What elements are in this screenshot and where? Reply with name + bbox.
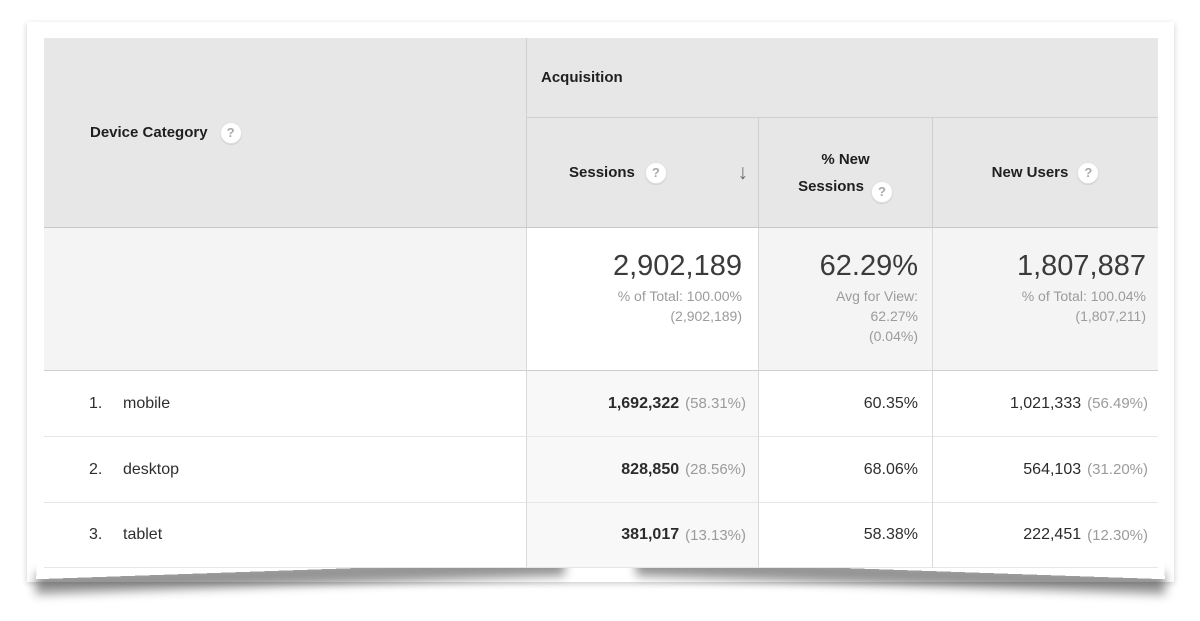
new-sessions-cell: 58.38% — [758, 503, 932, 568]
dimension-header-label: Device Category — [90, 124, 208, 141]
new-users-percent: (56.49%) — [1087, 395, 1148, 412]
new-sessions-cell: 60.35% — [758, 371, 932, 437]
sessions-percent: (28.56%) — [685, 461, 746, 478]
metric-group-label: Acquisition — [541, 69, 623, 86]
column-header-sessions[interactable]: Sessions ? ↓ — [526, 118, 758, 228]
summary-sessions-cell: 2,902,189 % of Total: 100.00% (2,902,189… — [526, 228, 758, 371]
new-users-total: 1,807,887 — [1016, 250, 1146, 282]
help-icon[interactable]: ? — [644, 161, 667, 184]
new-users-value: 222,451 — [1023, 526, 1082, 543]
device-name-link[interactable]: desktop — [123, 460, 180, 478]
dimension-column-header[interactable]: Device Category ? — [44, 38, 526, 228]
device-name-link[interactable]: mobile — [123, 394, 171, 412]
row-rank: 2. — [89, 460, 103, 478]
sessions-value: 381,017 — [621, 526, 680, 543]
sessions-percent: (58.31%) — [685, 395, 746, 412]
device-name-link[interactable]: tablet — [123, 526, 163, 543]
summary-dimension-cell — [44, 228, 526, 371]
column-header-new-sessions[interactable]: % New Sessions? — [758, 118, 932, 228]
new-users-total-subtext: % of Total: 100.04% (1,807,211) — [1021, 288, 1146, 324]
sessions-header-label: Sessions — [569, 164, 635, 181]
new-sessions-value: 68.06% — [863, 460, 918, 478]
column-header-new-users[interactable]: New Users ? — [932, 118, 1158, 228]
sessions-total-subtext: % of Total: 100.00% (2,902,189) — [617, 288, 742, 324]
sessions-cell: 828,850 (28.56%) — [526, 437, 758, 503]
report-card: Device Category ? Acquisition Sessions ?… — [27, 22, 1174, 582]
table-row-device-cell: 2. desktop — [44, 437, 526, 503]
new-users-cell: 564,103 (31.20%) — [932, 437, 1158, 503]
sessions-total: 2,902,189 — [612, 250, 742, 282]
new-sessions-avg: 62.29% — [819, 250, 918, 282]
new-sessions-cell: 68.06% — [758, 437, 932, 503]
summary-new-sessions-cell: 62.29% Avg for View: 62.27% (0.04%) — [758, 228, 932, 371]
sessions-value: 1,692,322 — [607, 394, 680, 412]
row-rank: 1. — [89, 394, 103, 412]
sort-descending-icon[interactable]: ↓ — [737, 161, 749, 184]
sessions-cell: 381,017 (13.13%) — [526, 503, 758, 568]
metric-group-header: Acquisition — [526, 38, 1158, 118]
new-users-cell: 1,021,333 (56.49%) — [932, 371, 1158, 437]
help-icon[interactable]: ? — [219, 121, 242, 144]
summary-new-users-cell: 1,807,887 % of Total: 100.04% (1,807,211… — [932, 228, 1158, 371]
new-users-value: 1,021,333 — [1009, 394, 1082, 412]
device-category-table: Device Category ? Acquisition Sessions ?… — [44, 38, 1158, 568]
new-users-header-label: New Users — [991, 164, 1069, 181]
new-sessions-value: 58.38% — [863, 526, 918, 543]
sessions-cell: 1,692,322 (58.31%) — [526, 371, 758, 437]
new-sessions-avg-subtext: Avg for View: 62.27% (0.04%) — [836, 288, 918, 344]
table-row-device-cell: 3. tablet — [44, 503, 526, 568]
new-users-cell: 222,451 (12.30%) — [932, 503, 1158, 568]
help-icon[interactable]: ? — [870, 180, 893, 203]
row-rank: 3. — [89, 526, 103, 543]
help-icon[interactable]: ? — [1077, 161, 1100, 184]
new-users-value: 564,103 — [1023, 460, 1082, 478]
new-sessions-header-label: % New Sessions? — [798, 146, 893, 203]
sessions-value: 828,850 — [621, 460, 680, 478]
new-users-percent: (31.20%) — [1087, 461, 1148, 478]
table-row-device-cell: 1. mobile — [44, 371, 526, 437]
sessions-percent: (13.13%) — [685, 526, 746, 544]
new-users-percent: (12.30%) — [1087, 526, 1148, 544]
new-sessions-value: 60.35% — [863, 394, 918, 412]
